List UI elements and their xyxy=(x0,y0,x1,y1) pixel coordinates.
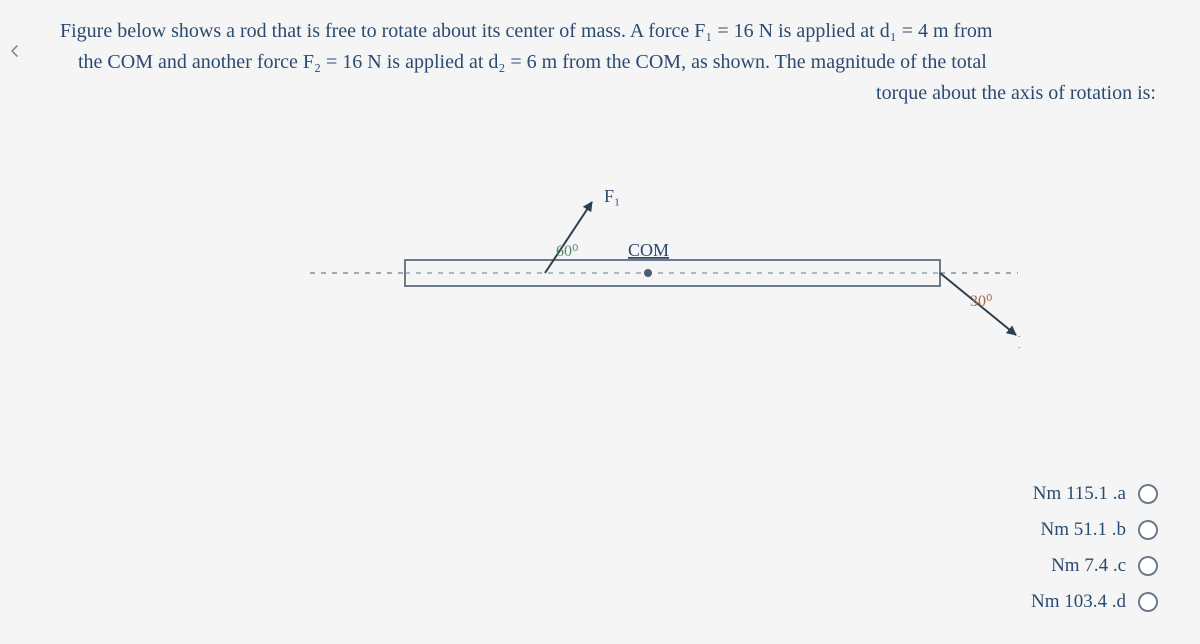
back-arrow-icon[interactable] xyxy=(8,44,22,58)
answer-option-b[interactable]: Nm 51.1 .b xyxy=(1031,512,1158,548)
force-2-label: F₂ xyxy=(1018,332,1020,352)
answer-c-text: Nm 7.4 .c xyxy=(1051,548,1126,584)
question-line-1: Figure below shows a rod that is free to… xyxy=(60,16,1156,47)
torque-diagram: COM F₁ 60⁰ F₂ 30⁰ xyxy=(200,160,1020,420)
answer-option-a[interactable]: Nm 115.1 .a xyxy=(1031,476,1158,512)
answer-d-text: Nm 103.4 .d xyxy=(1031,584,1126,620)
question-line-3: torque about the axis of rotation is: xyxy=(60,78,1156,109)
radio-icon xyxy=(1138,484,1158,504)
force-1-angle: 60⁰ xyxy=(556,243,578,260)
com-dot xyxy=(644,269,652,277)
answer-b-text: Nm 51.1 .b xyxy=(1041,512,1127,548)
radio-icon xyxy=(1138,592,1158,612)
answer-option-c[interactable]: Nm 7.4 .c xyxy=(1031,548,1158,584)
answer-option-d[interactable]: Nm 103.4 .d xyxy=(1031,584,1158,620)
radio-icon xyxy=(1138,556,1158,576)
force-1-arrow xyxy=(545,202,592,273)
question-text: Figure below shows a rod that is free to… xyxy=(0,0,1200,109)
answer-options: Nm 115.1 .a Nm 51.1 .b Nm 7.4 .c Nm 103.… xyxy=(1031,476,1158,620)
question-line-2: the COM and another force F₂ = 16 N is a… xyxy=(60,47,1156,78)
answer-a-text: Nm 115.1 .a xyxy=(1033,476,1126,512)
radio-icon xyxy=(1138,520,1158,540)
force-2-angle: 30⁰ xyxy=(970,293,992,310)
com-label: COM xyxy=(628,240,669,260)
force-1-label: F₁ xyxy=(604,186,620,206)
